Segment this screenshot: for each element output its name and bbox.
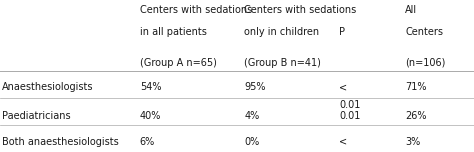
Text: 95%: 95% <box>244 82 265 92</box>
Text: (Group B n=41): (Group B n=41) <box>244 58 321 68</box>
Text: All: All <box>405 5 418 15</box>
Text: 54%: 54% <box>140 82 161 92</box>
Text: 3%: 3% <box>405 137 420 147</box>
Text: Both anaesthesiologists: Both anaesthesiologists <box>2 137 119 147</box>
Text: 40%: 40% <box>140 111 161 121</box>
Text: P: P <box>339 27 345 37</box>
Text: 26%: 26% <box>405 111 427 121</box>
Text: Paediatricians: Paediatricians <box>2 111 71 121</box>
Text: 4%: 4% <box>244 111 259 121</box>
Text: (Group A n=65): (Group A n=65) <box>140 58 217 68</box>
Text: Centers: Centers <box>405 27 443 37</box>
Text: <: < <box>339 137 347 147</box>
Text: Centers with sedations: Centers with sedations <box>140 5 252 15</box>
Text: only in children: only in children <box>244 27 319 37</box>
Text: 71%: 71% <box>405 82 427 92</box>
Text: 0.01: 0.01 <box>339 100 360 110</box>
Text: in all patients: in all patients <box>140 27 207 37</box>
Text: <: < <box>339 82 347 92</box>
Text: 0%: 0% <box>244 137 259 147</box>
Text: Anaesthesiologists: Anaesthesiologists <box>2 82 94 92</box>
Text: 0.01: 0.01 <box>339 111 360 121</box>
Text: Centers with sedations: Centers with sedations <box>244 5 356 15</box>
Text: 6%: 6% <box>140 137 155 147</box>
Text: (n=106): (n=106) <box>405 58 446 68</box>
